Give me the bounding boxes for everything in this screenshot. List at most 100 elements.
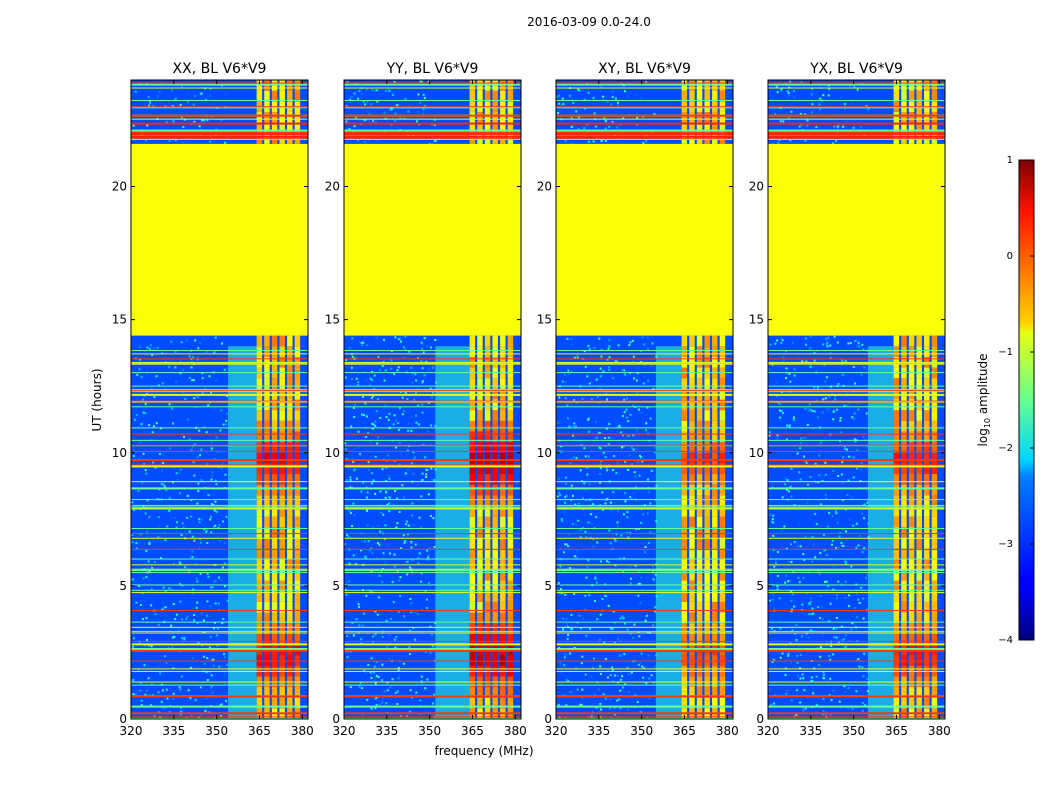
noise-cell (156, 665, 159, 668)
noise-cell (597, 707, 600, 710)
noise-cell (411, 559, 414, 562)
noise-cell (362, 395, 365, 398)
noise-cell (215, 379, 218, 382)
noise-cell (377, 524, 380, 527)
noise-cell (356, 601, 359, 604)
noise-cell (364, 119, 367, 122)
noise-cell (199, 713, 202, 716)
noise-cell (803, 455, 806, 458)
noise-cell (219, 429, 222, 432)
band-cell (492, 591, 498, 602)
noise-cell (819, 573, 822, 576)
noise-cell (404, 540, 407, 543)
noise-cell (345, 104, 348, 107)
rfi-line (131, 670, 308, 672)
y-tick-label: 15 (537, 313, 552, 327)
noise-cell (645, 682, 648, 685)
noise-cell (593, 112, 596, 115)
noise-cell (619, 707, 622, 710)
noise-cell (381, 468, 384, 471)
noise-cell (388, 448, 391, 451)
band-cell (469, 420, 476, 432)
noise-cell (158, 453, 161, 456)
noise-cell (183, 435, 186, 438)
band-cell (507, 537, 514, 549)
noise-cell (853, 606, 856, 609)
rfi-line (768, 592, 945, 594)
flagged-block (344, 143, 521, 336)
noise-cell (384, 369, 387, 372)
noise-cell (414, 611, 417, 614)
noise-cell (779, 416, 782, 419)
noise-cell (825, 553, 828, 556)
noise-cell (152, 461, 155, 464)
noise-cell (843, 404, 846, 407)
noise-cell (630, 497, 633, 500)
noise-cell (203, 119, 206, 122)
noise-cell (420, 680, 423, 683)
noise-cell (361, 687, 364, 690)
noise-cell (639, 662, 642, 665)
noise-cell (191, 379, 194, 382)
band-cell (294, 527, 301, 538)
noise-cell (559, 662, 562, 665)
rfi-line (556, 129, 733, 132)
noise-cell (625, 397, 628, 400)
noise-cell (647, 379, 650, 382)
band-cell (279, 495, 285, 506)
noise-cell (357, 603, 360, 606)
noise-cell (573, 422, 576, 425)
rfi-line (768, 135, 945, 138)
noise-cell (145, 689, 148, 692)
noise-cell (811, 692, 814, 695)
band-cell (507, 548, 514, 560)
noise-cell (788, 372, 791, 375)
noise-cell (557, 351, 560, 354)
noise-cell (208, 415, 211, 418)
band-cell (294, 601, 301, 613)
noise-cell (411, 696, 414, 699)
noise-cell (814, 462, 817, 465)
band-cell (901, 474, 907, 485)
noise-cell (834, 546, 837, 549)
noise-cell (377, 436, 380, 439)
noise-cell (376, 100, 379, 103)
noise-cell (860, 512, 863, 515)
noise-cell (633, 623, 636, 626)
band-cell (719, 601, 726, 613)
band-cell (500, 687, 506, 698)
band-cell (294, 548, 301, 560)
rfi-line (556, 114, 733, 117)
band-cell (294, 410, 301, 421)
noise-cell (600, 140, 603, 143)
noise-cell (155, 422, 158, 425)
noise-cell (654, 88, 657, 91)
band-cell (924, 569, 930, 581)
noise-cell (826, 345, 829, 348)
rfi-line (768, 568, 945, 570)
noise-cell (407, 410, 410, 413)
noise-cell (792, 341, 795, 344)
band-cell (931, 580, 938, 592)
band-cell (500, 111, 506, 123)
noise-cell (818, 474, 821, 477)
noise-cell (851, 708, 854, 711)
band-cell (271, 655, 278, 666)
noise-cell (431, 645, 434, 648)
band-cell (279, 442, 285, 453)
noise-cell (140, 699, 143, 702)
band-cell (689, 569, 695, 581)
band-cell (908, 420, 915, 432)
rfi-line (556, 568, 733, 570)
noise-cell (599, 375, 602, 378)
noise-cell (357, 430, 360, 433)
noise-cell (837, 383, 840, 386)
band-cell (689, 335, 695, 347)
rfi-line (768, 444, 945, 446)
rfi-line (556, 649, 733, 652)
band-cell (719, 633, 726, 645)
noise-cell (193, 397, 196, 400)
noise-cell (821, 479, 824, 482)
noise-cell (210, 674, 213, 677)
band-cell (924, 399, 930, 411)
